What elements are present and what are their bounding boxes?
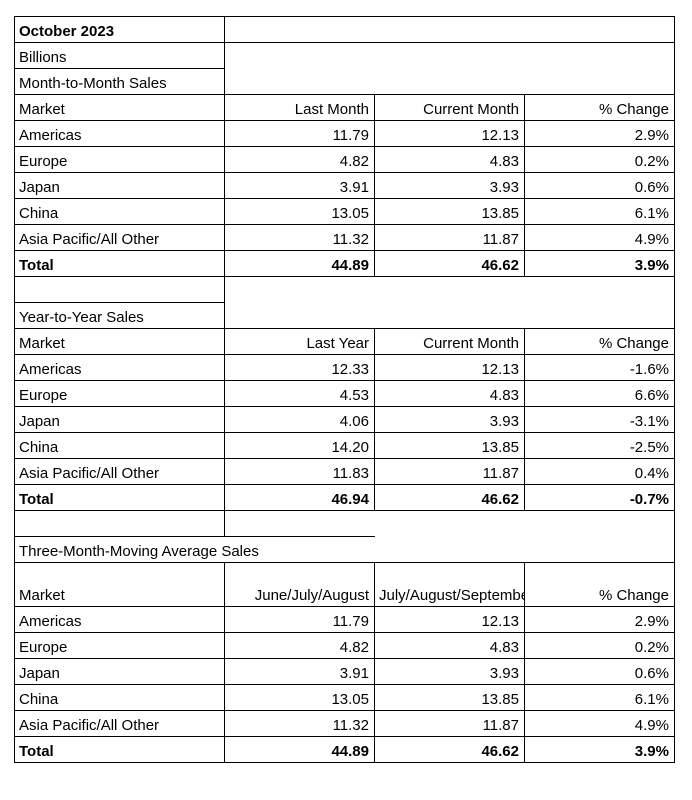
table-row: China 13.05 13.85 6.1% [15, 685, 675, 711]
col-header: Market [15, 329, 225, 355]
section2-title: Year-to-Year Sales [15, 303, 225, 329]
section3-title: Three-Month-Moving Average Sales [15, 537, 375, 563]
section2-header-row: Market Last Year Current Month % Change [15, 329, 675, 355]
col-header: % Change [525, 563, 675, 607]
col-header: Last Month [225, 95, 375, 121]
sales-table: October 2023 Billions Month-to-Month Sal… [14, 16, 675, 763]
section2-total-row: Total 46.94 46.62 -0.7% [15, 485, 675, 511]
col-header: Current Month [375, 329, 525, 355]
table-row: Asia Pacific/All Other 11.32 11.87 4.9% [15, 225, 675, 251]
table-row: Americas 12.33 12.13 -1.6% [15, 355, 675, 381]
table-row: Japan 4.06 3.93 -3.1% [15, 407, 675, 433]
col-header: June/July/August [225, 563, 375, 607]
table-row: Europe 4.82 4.83 0.2% [15, 633, 675, 659]
table-row: Japan 3.91 3.93 0.6% [15, 173, 675, 199]
unit-label: Billions [15, 43, 225, 69]
col-header: Market [15, 95, 225, 121]
table-row: Japan 3.91 3.93 0.6% [15, 659, 675, 685]
col-header: % Change [525, 329, 675, 355]
col-header: Current Month [375, 95, 525, 121]
table-row: Americas 11.79 12.13 2.9% [15, 607, 675, 633]
table-row: Americas 11.79 12.13 2.9% [15, 121, 675, 147]
section1-total-row: Total 44.89 46.62 3.9% [15, 251, 675, 277]
col-header: Last Year [225, 329, 375, 355]
section3-header-row: Market June/July/August July/August/Sept… [15, 563, 675, 607]
section3-total-row: Total 44.89 46.62 3.9% [15, 737, 675, 763]
col-header: July/August/September [375, 563, 525, 607]
table-row: China 14.20 13.85 -2.5% [15, 433, 675, 459]
table-row: Europe 4.82 4.83 0.2% [15, 147, 675, 173]
table-row: China 13.05 13.85 6.1% [15, 199, 675, 225]
col-header: % Change [525, 95, 675, 121]
table-row: Europe 4.53 4.83 6.6% [15, 381, 675, 407]
col-header: Market [15, 563, 225, 607]
report-title: October 2023 [15, 17, 225, 43]
section1-title: Month-to-Month Sales [15, 69, 225, 95]
table-row: Asia Pacific/All Other 11.32 11.87 4.9% [15, 711, 675, 737]
table-row: Asia Pacific/All Other 11.83 11.87 0.4% [15, 459, 675, 485]
section1-header-row: Market Last Month Current Month % Change [15, 95, 675, 121]
